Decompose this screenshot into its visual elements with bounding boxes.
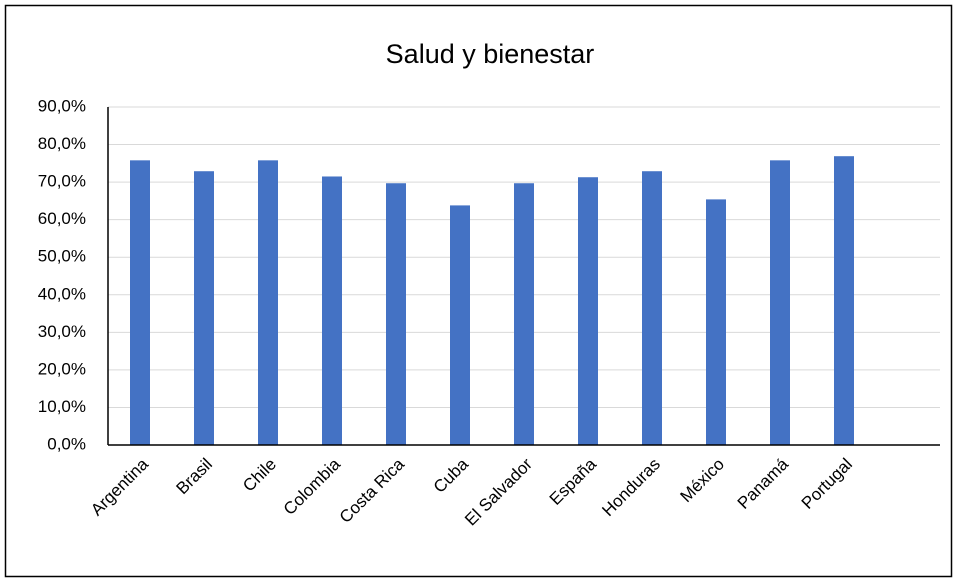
y-tick-label: 70,0% [38,172,86,191]
bar [258,160,278,445]
chart-title: Salud y bienestar [386,39,595,69]
bar [130,160,150,445]
bar [322,176,342,445]
bar [834,156,854,445]
bar [642,171,662,445]
bar [578,177,598,445]
y-tick-label: 20,0% [38,359,86,378]
bar [194,171,214,445]
y-tick-label: 90,0% [38,96,86,115]
y-tick-label: 10,0% [38,397,86,416]
bar [514,183,534,445]
bar [450,205,470,445]
y-tick-label: 60,0% [38,209,86,228]
bar [386,183,406,445]
y-tick-label: 50,0% [38,247,86,266]
bar [770,160,790,445]
y-tick-label: 0,0% [47,434,86,453]
y-tick-label: 80,0% [38,134,86,153]
bar [706,199,726,445]
y-tick-label: 40,0% [38,284,86,303]
y-tick-label: 30,0% [38,322,86,341]
chart-border [4,4,953,578]
